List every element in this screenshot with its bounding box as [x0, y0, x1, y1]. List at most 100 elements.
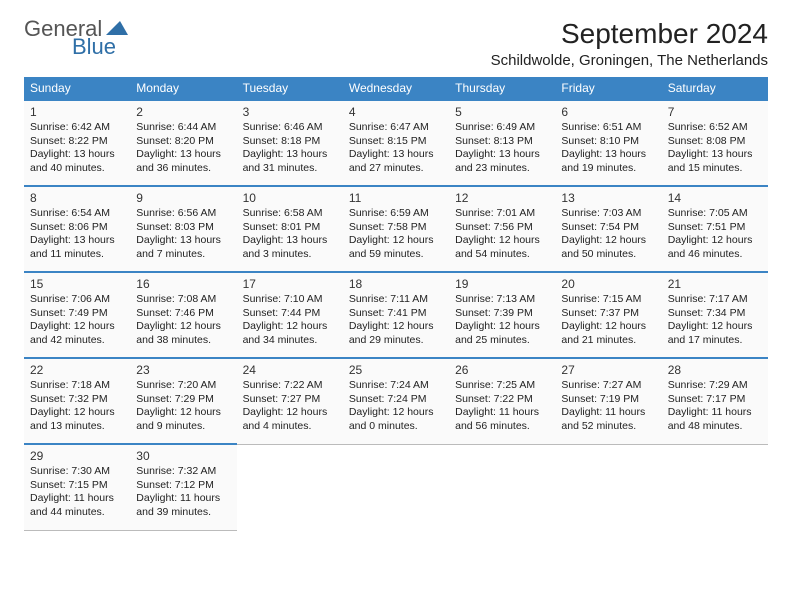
day-info: Sunrise: 6:59 AMSunset: 7:58 PMDaylight:… [349, 207, 443, 262]
sunset-line: Sunset: 7:46 PM [136, 307, 230, 321]
day-number: 16 [136, 277, 230, 291]
daylight-line: Daylight: 11 hours and 44 minutes. [30, 492, 124, 519]
daylight-line: Daylight: 12 hours and 25 minutes. [455, 320, 549, 347]
sunrise-line: Sunrise: 6:59 AM [349, 207, 443, 221]
sunset-line: Sunset: 7:22 PM [455, 393, 549, 407]
day-number: 8 [30, 191, 124, 205]
daylight-line: Daylight: 13 hours and 36 minutes. [136, 148, 230, 175]
day-number: 20 [561, 277, 655, 291]
daylight-line: Daylight: 12 hours and 34 minutes. [243, 320, 337, 347]
sunset-line: Sunset: 7:15 PM [30, 479, 124, 493]
sunset-line: Sunset: 8:08 PM [668, 135, 762, 149]
sunset-line: Sunset: 7:19 PM [561, 393, 655, 407]
sunset-line: Sunset: 7:32 PM [30, 393, 124, 407]
day-info: Sunrise: 7:27 AMSunset: 7:19 PMDaylight:… [561, 379, 655, 434]
sunrise-line: Sunrise: 6:47 AM [349, 121, 443, 135]
daylight-line: Daylight: 12 hours and 4 minutes. [243, 406, 337, 433]
calendar-table: Sunday Monday Tuesday Wednesday Thursday… [24, 77, 768, 531]
day-number: 27 [561, 363, 655, 377]
sunrise-line: Sunrise: 7:05 AM [668, 207, 762, 221]
calendar-cell: 26Sunrise: 7:25 AMSunset: 7:22 PMDayligh… [449, 358, 555, 444]
day-info: Sunrise: 7:11 AMSunset: 7:41 PMDaylight:… [349, 293, 443, 348]
daylight-line: Daylight: 12 hours and 9 minutes. [136, 406, 230, 433]
day-header: Sunday [24, 77, 130, 100]
day-number: 23 [136, 363, 230, 377]
sunrise-line: Sunrise: 7:30 AM [30, 465, 124, 479]
sunrise-line: Sunrise: 7:11 AM [349, 293, 443, 307]
calendar-cell [555, 444, 661, 530]
calendar-cell: 17 Sunrise: 7:10 AMSunset: 7:44 PMDayligh… [237, 272, 343, 358]
day-number: 7 [668, 105, 762, 119]
sunrise-line: Sunrise: 7:29 AM [668, 379, 762, 393]
daylight-line: Daylight: 12 hours and 42 minutes. [30, 320, 124, 347]
calendar-cell: 8Sunrise: 6:54 AMSunset: 8:06 PMDaylight… [24, 186, 130, 272]
sunrise-line: Sunrise: 7:15 AM [561, 293, 655, 307]
calendar-cell: 2Sunrise: 6:44 AMSunset: 8:20 PMDaylight… [130, 100, 236, 186]
sunset-line: Sunset: 8:15 PM [349, 135, 443, 149]
sunset-line: Sunset: 7:56 PM [455, 221, 549, 235]
daylight-line: Daylight: 12 hours and 21 minutes. [561, 320, 655, 347]
sunset-line: Sunset: 7:29 PM [136, 393, 230, 407]
daylight-line: Daylight: 12 hours and 59 minutes. [349, 234, 443, 261]
sunset-line: Sunset: 7:12 PM [136, 479, 230, 493]
sunset-line: Sunset: 7:17 PM [668, 393, 762, 407]
calendar-cell: 30Sunrise: 7:32 AMSunset: 7:12 PMDayligh… [130, 444, 236, 530]
day-number: 17 [243, 277, 337, 291]
day-info: Sunrise: 7:08 AMSunset: 7:46 PMDaylight:… [136, 293, 230, 348]
calendar-cell: 6Sunrise: 6:51 AMSunset: 8:10 PMDaylight… [555, 100, 661, 186]
daylight-line: Daylight: 11 hours and 39 minutes. [136, 492, 230, 519]
calendar-cell: 28 Sunrise: 7:29 AMSunset: 7:17 PMDayligh… [662, 358, 768, 444]
day-number: 11 [349, 191, 443, 205]
sunset-line: Sunset: 8:06 PM [30, 221, 124, 235]
sunrise-line: Sunrise: 7:20 AM [136, 379, 230, 393]
day-info: Sunrise: 6:46 AMSunset: 8:18 PMDaylight:… [243, 121, 337, 176]
daylight-line: Daylight: 12 hours and 54 minutes. [455, 234, 549, 261]
daylight-line: Daylight: 13 hours and 3 minutes. [243, 234, 337, 261]
daylight-line: Daylight: 12 hours and 0 minutes. [349, 406, 443, 433]
calendar-cell: 5Sunrise: 6:49 AMSunset: 8:13 PMDaylight… [449, 100, 555, 186]
calendar-cell [449, 444, 555, 530]
daylight-line: Daylight: 12 hours and 38 minutes. [136, 320, 230, 347]
sunrise-line: Sunrise: 7:32 AM [136, 465, 230, 479]
day-info: Sunrise: 7:17 AMSunset: 7:34 PMDaylight:… [668, 293, 762, 348]
day-header: Wednesday [343, 77, 449, 100]
day-number: 10 [243, 191, 337, 205]
title-block: September 2024 Schildwolde, Groningen, T… [491, 18, 768, 69]
calendar-cell [237, 444, 343, 530]
calendar-cell: 1Sunrise: 6:42 AMSunset: 8:22 PMDaylight… [24, 100, 130, 186]
sunrise-line: Sunrise: 6:52 AM [668, 121, 762, 135]
day-number: 29 [30, 449, 124, 463]
sunrise-line: Sunrise: 7:03 AM [561, 207, 655, 221]
day-number: 28 [668, 363, 762, 377]
sunset-line: Sunset: 7:24 PM [349, 393, 443, 407]
calendar-cell: 24Sunrise: 7:22 AMSunset: 7:27 PMDayligh… [237, 358, 343, 444]
sunset-line: Sunset: 7:44 PM [243, 307, 337, 321]
sunrise-line: Sunrise: 6:42 AM [30, 121, 124, 135]
sunrise-line: Sunrise: 6:49 AM [455, 121, 549, 135]
sunrise-line: Sunrise: 7:08 AM [136, 293, 230, 307]
sunset-line: Sunset: 8:01 PM [243, 221, 337, 235]
month-title: September 2024 [491, 18, 768, 50]
day-info: Sunrise: 7:24 AMSunset: 7:24 PMDaylight:… [349, 379, 443, 434]
daylight-line: Daylight: 11 hours and 56 minutes. [455, 406, 549, 433]
day-number: 9 [136, 191, 230, 205]
day-info: Sunrise: 7:20 AMSunset: 7:29 PMDaylight:… [136, 379, 230, 434]
day-info: Sunrise: 7:05 AMSunset: 7:51 PMDaylight:… [668, 207, 762, 262]
day-info: Sunrise: 7:03 AMSunset: 7:54 PMDaylight:… [561, 207, 655, 262]
calendar-cell: 22Sunrise: 7:18 AMSunset: 7:32 PMDayligh… [24, 358, 130, 444]
day-info: Sunrise: 7:10 AMSunset: 7:44 PMDaylight:… [243, 293, 337, 348]
sunrise-line: Sunrise: 7:06 AM [30, 293, 124, 307]
calendar-cell: 18Sunrise: 7:11 AMSunset: 7:41 PMDayligh… [343, 272, 449, 358]
day-info: Sunrise: 7:29 AMSunset: 7:17 PMDaylight:… [668, 379, 762, 434]
daylight-line: Daylight: 13 hours and 23 minutes. [455, 148, 549, 175]
calendar-cell: 19Sunrise: 7:13 AMSunset: 7:39 PMDayligh… [449, 272, 555, 358]
sunrise-line: Sunrise: 7:24 AM [349, 379, 443, 393]
sunrise-line: Sunrise: 6:51 AM [561, 121, 655, 135]
day-info: Sunrise: 7:15 AMSunset: 7:37 PMDaylight:… [561, 293, 655, 348]
header: General Blue September 2024 Schildwolde,… [24, 18, 768, 69]
calendar-cell: 11 Sunrise: 6:59 AMSunset: 7:58 PMDayligh… [343, 186, 449, 272]
calendar-cell: 27 Sunrise: 7:27 AMSunset: 7:19 PMDayligh… [555, 358, 661, 444]
day-header: Thursday [449, 77, 555, 100]
sunset-line: Sunset: 8:18 PM [243, 135, 337, 149]
day-info: Sunrise: 6:49 AMSunset: 8:13 PMDaylight:… [455, 121, 549, 176]
